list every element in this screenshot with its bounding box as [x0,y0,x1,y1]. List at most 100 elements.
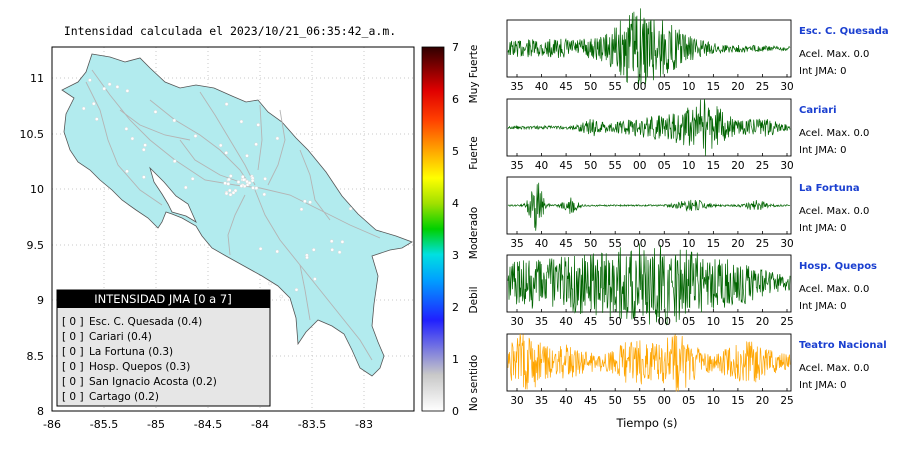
legend-box [56,289,271,407]
station-dot [141,147,146,152]
waveform-panel: 30 35 40 45 50 55 00 05 10 15 20 25 Teatro Nacional A… [506,333,887,407]
time-tick: 40 [559,316,572,328]
station-dot [223,181,227,185]
time-tick: 20 [756,316,769,328]
jma-intensity: Int JMA: 0 [799,380,847,391]
waveform-line [507,333,791,392]
time-tick: 20 [731,238,744,250]
time-tick: 10 [682,238,695,250]
max-accel: Acel. Max. 0.0 [799,363,869,374]
time-tick: 35 [510,238,523,250]
legend-label: San Ignacio Acosta (0.2) [89,376,217,388]
max-accel: Acel. Max. 0.0 [799,128,869,139]
x-tick: -84.5 [194,418,222,431]
time-tick: 55 [608,238,621,250]
station-dot [153,110,158,114]
legend-label: Hosp. Quepos (0.3) [89,361,190,373]
station-name: La Fortuna [799,183,860,194]
y-tick: 10 [30,183,44,196]
station-dot [247,181,252,185]
time-tick: 35 [510,81,523,93]
time-tick: 40 [535,238,548,250]
time-tick: 10 [682,81,695,93]
time-tick: 25 [756,81,769,93]
colorbar-tick: 1 [452,353,459,366]
station-dot [107,82,112,86]
time-tick: 05 [658,81,671,93]
station-dot [124,127,129,131]
colorbar-category: Muy Fuerte [468,45,480,104]
y-tick: 9.5 [27,239,45,252]
time-tick: 10 [707,316,720,328]
station-dot [88,78,92,82]
colorbar-category: Debil [468,286,480,313]
legend-badge: [ 0 ] [62,331,84,343]
station-dot [226,182,231,186]
jma-intensity: Int JMA: 0 [799,145,847,156]
legend-badge: [ 0 ] [62,361,84,373]
map-title: Intensidad calculada el 2023/10/21_06:35… [64,24,396,38]
time-tick: 05 [682,316,695,328]
station-dot [143,143,147,147]
time-tick: 50 [584,160,597,172]
time-tick: 15 [707,238,720,250]
time-tick: 40 [559,395,572,407]
time-axis-label: Tiempo (s) [615,416,677,430]
legend-badge: [ 0 ] [62,376,84,388]
jma-intensity: Int JMA: 0 [799,301,847,312]
jma-intensity: Int JMA: 0 [799,66,847,77]
station-dot [348,206,353,211]
station-dot [258,246,263,251]
time-tick: 10 [707,395,720,407]
station-dot [82,106,86,111]
station-dot [240,174,245,179]
time-tick: 25 [756,238,769,250]
legend-badge: [ 0 ] [62,316,84,328]
station-dot [329,239,334,243]
station-dot [228,174,233,178]
time-tick: 45 [559,238,572,250]
colorbar-gradient [421,46,445,412]
time-tick: 25 [780,395,793,407]
time-tick: 35 [510,160,523,172]
station-dot [183,185,188,190]
station-dot [275,136,280,141]
station-dot [130,136,135,141]
station-dot [275,249,280,254]
time-tick: 15 [707,160,720,172]
max-accel: Acel. Max. 0.0 [799,49,869,60]
time-tick: 00 [633,81,646,93]
time-tick: 05 [658,160,671,172]
jma-intensity: Int JMA: 0 [799,223,847,234]
time-tick: 50 [584,81,597,93]
time-tick: 30 [510,316,523,328]
station-dot [224,191,229,196]
station-dot [308,200,312,204]
colorbar-tick: 0 [452,405,459,418]
time-tick: 45 [584,316,597,328]
time-tick: 45 [559,160,572,172]
map-frame [51,46,415,412]
station-dot [245,153,249,158]
map-y-ticks: 11 10.5 10 9.5 9 8.5 8 [20,72,45,418]
legend-label: Esc. C. Quesada (0.4) [89,316,202,328]
time-tick: 25 [756,160,769,172]
time-tick: 50 [608,395,621,407]
time-tick: 30 [510,395,523,407]
station-dot [254,142,258,147]
waveform-panel: 35 40 45 50 55 00 05 10 15 20 25 30 Esc. C. Quesada A… [506,8,889,93]
waveform-line [507,182,791,231]
station-dot [227,177,231,182]
x-tick: -84 [251,418,269,431]
station-dot [92,101,96,106]
station-dot [305,255,309,260]
station-dot [95,117,99,121]
intensity-legend: INTENSIDAD JMA [0 a 7] [ 0 ] Esc. C. Que… [56,289,271,407]
colorbar: 0 1 2 3 4 5 6 7 No sentido Debil Moderad… [421,41,480,418]
max-accel: Acel. Max. 0.0 [799,206,869,217]
time-tick: 25 [780,316,793,328]
time-tick: 05 [658,238,671,250]
station-dot [337,250,342,254]
station-dot [228,192,233,197]
